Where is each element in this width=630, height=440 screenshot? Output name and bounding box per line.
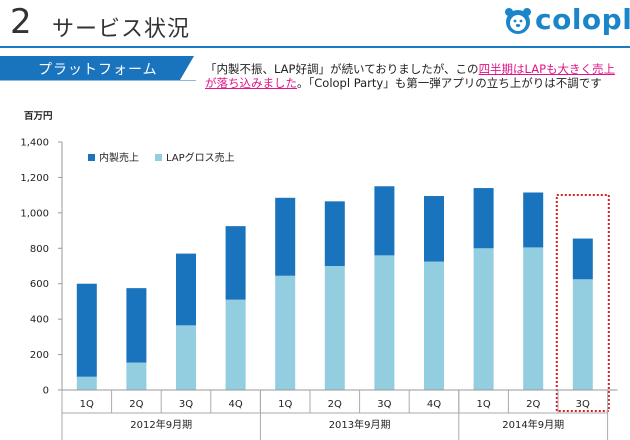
bar-segment bbox=[225, 226, 246, 300]
bar-segment bbox=[374, 186, 395, 256]
bar-segment bbox=[275, 275, 296, 390]
x-tick-label: 4Q bbox=[228, 399, 242, 410]
bar-segment bbox=[324, 266, 345, 390]
bar-segment bbox=[176, 253, 196, 326]
bar-segment bbox=[473, 188, 494, 249]
commentary-part1: 「内製不振、LAP好調」が続いておりましたが、この bbox=[205, 62, 479, 76]
legend-swatch bbox=[88, 154, 95, 161]
bar-segment bbox=[572, 279, 593, 390]
bar-segment bbox=[76, 283, 97, 377]
colopl-logo: colopl bbox=[503, 3, 630, 38]
bar-segment bbox=[275, 197, 296, 276]
x-tick-label: 1Q bbox=[278, 399, 292, 410]
bar-segment bbox=[324, 201, 345, 266]
bear-icon bbox=[505, 8, 531, 34]
x-tick-label: 2Q bbox=[526, 399, 540, 410]
x-tick-label: 3Q bbox=[377, 399, 391, 410]
x-tick-label: 1Q bbox=[80, 399, 94, 410]
logo-text: colopl bbox=[535, 3, 630, 36]
bar-segment bbox=[473, 248, 494, 390]
x-tick-label: 3Q bbox=[179, 399, 193, 410]
group-label: 2014年9月期 bbox=[502, 418, 564, 431]
bar-segment bbox=[424, 196, 444, 262]
commentary-text: 「内製不振、LAP好調」が続いておりましたが、この四半期はLAPも大きく売上が落… bbox=[205, 62, 625, 90]
y-axis-unit-label: 百万円 bbox=[24, 111, 53, 122]
bar-segment bbox=[76, 376, 97, 390]
section-tag: プラットフォーム bbox=[0, 56, 194, 80]
y-tick-label: 0 bbox=[43, 386, 49, 397]
title-rule bbox=[0, 46, 630, 48]
x-tick-label: 1Q bbox=[476, 399, 490, 410]
y-tick-label: 200 bbox=[30, 350, 49, 361]
x-tick-label: 2Q bbox=[328, 399, 342, 410]
bar-segment bbox=[126, 288, 147, 363]
group-label: 2013年9月期 bbox=[329, 418, 391, 431]
x-tick-label: 3Q bbox=[576, 399, 590, 410]
slide-number: 2 bbox=[10, 2, 32, 42]
section-tag-label: プラットフォーム bbox=[38, 62, 158, 78]
commentary-part2: 。「Colopl Party」も第一弾アプリの立ち上がりは不調です bbox=[297, 76, 602, 90]
legend-swatch bbox=[155, 154, 162, 161]
x-tick-label: 4Q bbox=[427, 399, 441, 410]
y-tick-label: 800 bbox=[30, 244, 49, 255]
bar-segment bbox=[176, 325, 196, 390]
highlight-box bbox=[555, 194, 610, 412]
commentary-highlight: 四半期はLAPも大きく売上が落ち込みました bbox=[205, 62, 616, 90]
bar-segment bbox=[374, 255, 395, 390]
y-tick-label: 600 bbox=[30, 279, 49, 290]
x-tick-label: 2Q bbox=[129, 399, 143, 410]
bar-segment bbox=[572, 238, 593, 280]
legend-label: LAPグロス売上 bbox=[166, 151, 235, 164]
y-tick-label: 1,400 bbox=[20, 138, 49, 149]
bar-segment bbox=[523, 192, 544, 248]
bar-segment bbox=[523, 247, 544, 390]
bar-segment bbox=[126, 362, 147, 390]
bar-segment bbox=[225, 299, 246, 390]
y-tick-label: 1,200 bbox=[20, 173, 49, 184]
y-tick-label: 400 bbox=[30, 315, 49, 326]
y-tick-label: 1,000 bbox=[20, 208, 49, 219]
legend-label: 内製売上 bbox=[99, 151, 139, 164]
group-label: 2012年9月期 bbox=[130, 418, 192, 431]
section-underline bbox=[0, 80, 196, 81]
bar-segment bbox=[424, 261, 444, 390]
slide-title: サービス状況 bbox=[52, 17, 191, 42]
